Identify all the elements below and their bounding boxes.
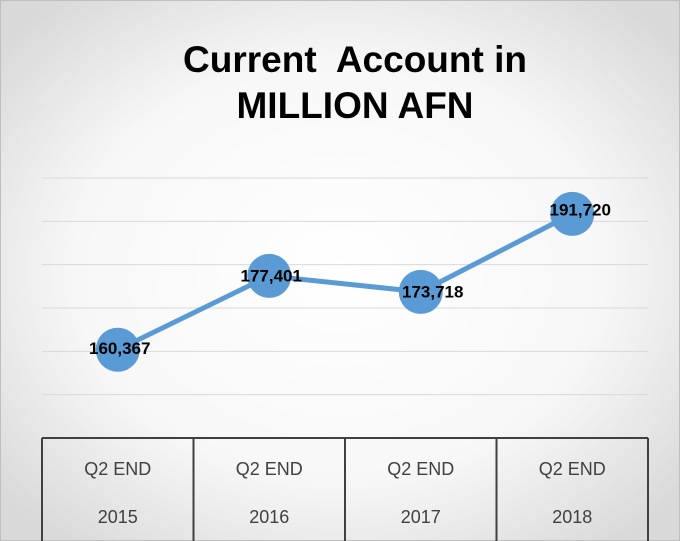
chart-title: Current Account in: [183, 39, 527, 80]
x-tick-label: 2018: [552, 507, 592, 527]
x-tick-label: Q2 END: [84, 459, 151, 479]
x-tick-label: Q2 END: [387, 459, 454, 479]
data-label: 173,718: [402, 282, 463, 301]
marker: [247, 253, 292, 298]
marker: [95, 327, 140, 372]
x-tick-label: 2016: [249, 507, 289, 527]
data-label: 177,401: [241, 266, 302, 285]
x-tick-label: Q2 END: [236, 459, 303, 479]
chart-title: MILLION AFN: [236, 85, 473, 126]
marker: [398, 269, 443, 314]
x-tick-label: 2017: [401, 507, 441, 527]
x-tick-label: Q2 END: [539, 459, 606, 479]
data-label: 160,367: [89, 339, 150, 358]
data-label: 191,720: [550, 200, 611, 219]
line: [116, 211, 574, 352]
x-tick-label: 2015: [98, 507, 138, 527]
marker: [550, 191, 595, 236]
